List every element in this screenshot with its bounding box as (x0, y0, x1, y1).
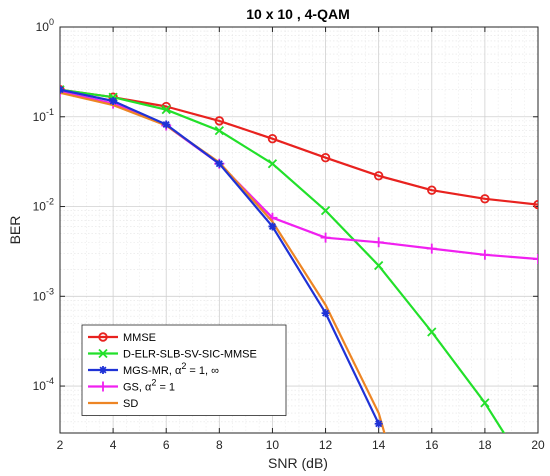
x-tick-label: 20 (531, 438, 545, 452)
data-point (480, 398, 490, 408)
data-point (374, 419, 383, 428)
data-point (533, 199, 538, 210)
legend-marker (98, 381, 108, 392)
legend-label: MMSE (123, 332, 156, 344)
chart-title: 10 x 10 , 4-QAM (246, 6, 350, 22)
data-series (60, 85, 538, 433)
data-point (162, 120, 171, 129)
data-point (373, 237, 384, 248)
series-line (60, 88, 506, 433)
data-point (479, 249, 490, 260)
data-point (427, 185, 437, 195)
y-tick-label: 100 (36, 17, 54, 34)
x-tick-label: 10 (266, 438, 280, 452)
y-axis-label: BER (7, 216, 23, 245)
legend-label: SD (123, 398, 138, 410)
data-point (533, 254, 538, 265)
data-point (427, 327, 437, 337)
legend-label: GS, α2 = 1 (123, 378, 175, 394)
data-point (109, 96, 118, 105)
data-point (214, 126, 224, 136)
y-tick-label: 10-4 (33, 376, 54, 393)
y-tick-label: 10-1 (33, 107, 54, 124)
x-tick-label: 12 (319, 438, 333, 452)
data-point (267, 159, 278, 169)
legend-marker (99, 366, 107, 374)
x-tick-label: 2 (57, 438, 64, 452)
x-tick-label: 18 (478, 438, 492, 452)
legend-label: MGS-MR, α2 = 1, ∞ (123, 361, 219, 377)
data-point (268, 222, 277, 231)
axes: 2 4 6 8 10 12 14 16 18 20 100 10-1 10-2 10-3 10-4 (33, 17, 545, 452)
x-axis-label: SNR (dB) (268, 455, 328, 471)
series-mgs-mr-1- (60, 85, 383, 428)
x-tick-label: 6 (163, 438, 170, 452)
x-tick-label: 4 (110, 438, 117, 452)
legend-marker (98, 348, 108, 359)
data-point (267, 133, 278, 144)
y-tick-label: 10-3 (33, 286, 54, 303)
data-point (480, 194, 490, 204)
x-tick-label: 8 (216, 438, 223, 452)
y-tick-label: 10-2 (33, 197, 54, 214)
legend-marker (98, 332, 108, 342)
data-point (161, 105, 171, 115)
series-sd (60, 91, 386, 433)
x-tick-label: 16 (425, 438, 439, 452)
legend-label: D-ELR-SLB-SV-SIC-MMSE (123, 349, 257, 361)
data-point (374, 260, 384, 271)
data-point (373, 171, 384, 181)
data-point (320, 152, 331, 163)
data-point (426, 243, 437, 254)
plot-frame (59, 26, 539, 434)
data-point (321, 309, 330, 318)
data-point (320, 206, 331, 216)
x-tick-label: 14 (372, 438, 386, 452)
data-point (320, 232, 331, 243)
data-point (214, 116, 225, 126)
data-point (60, 86, 65, 97)
data-point (215, 159, 224, 168)
series-line (60, 88, 538, 206)
series-line (60, 91, 386, 433)
